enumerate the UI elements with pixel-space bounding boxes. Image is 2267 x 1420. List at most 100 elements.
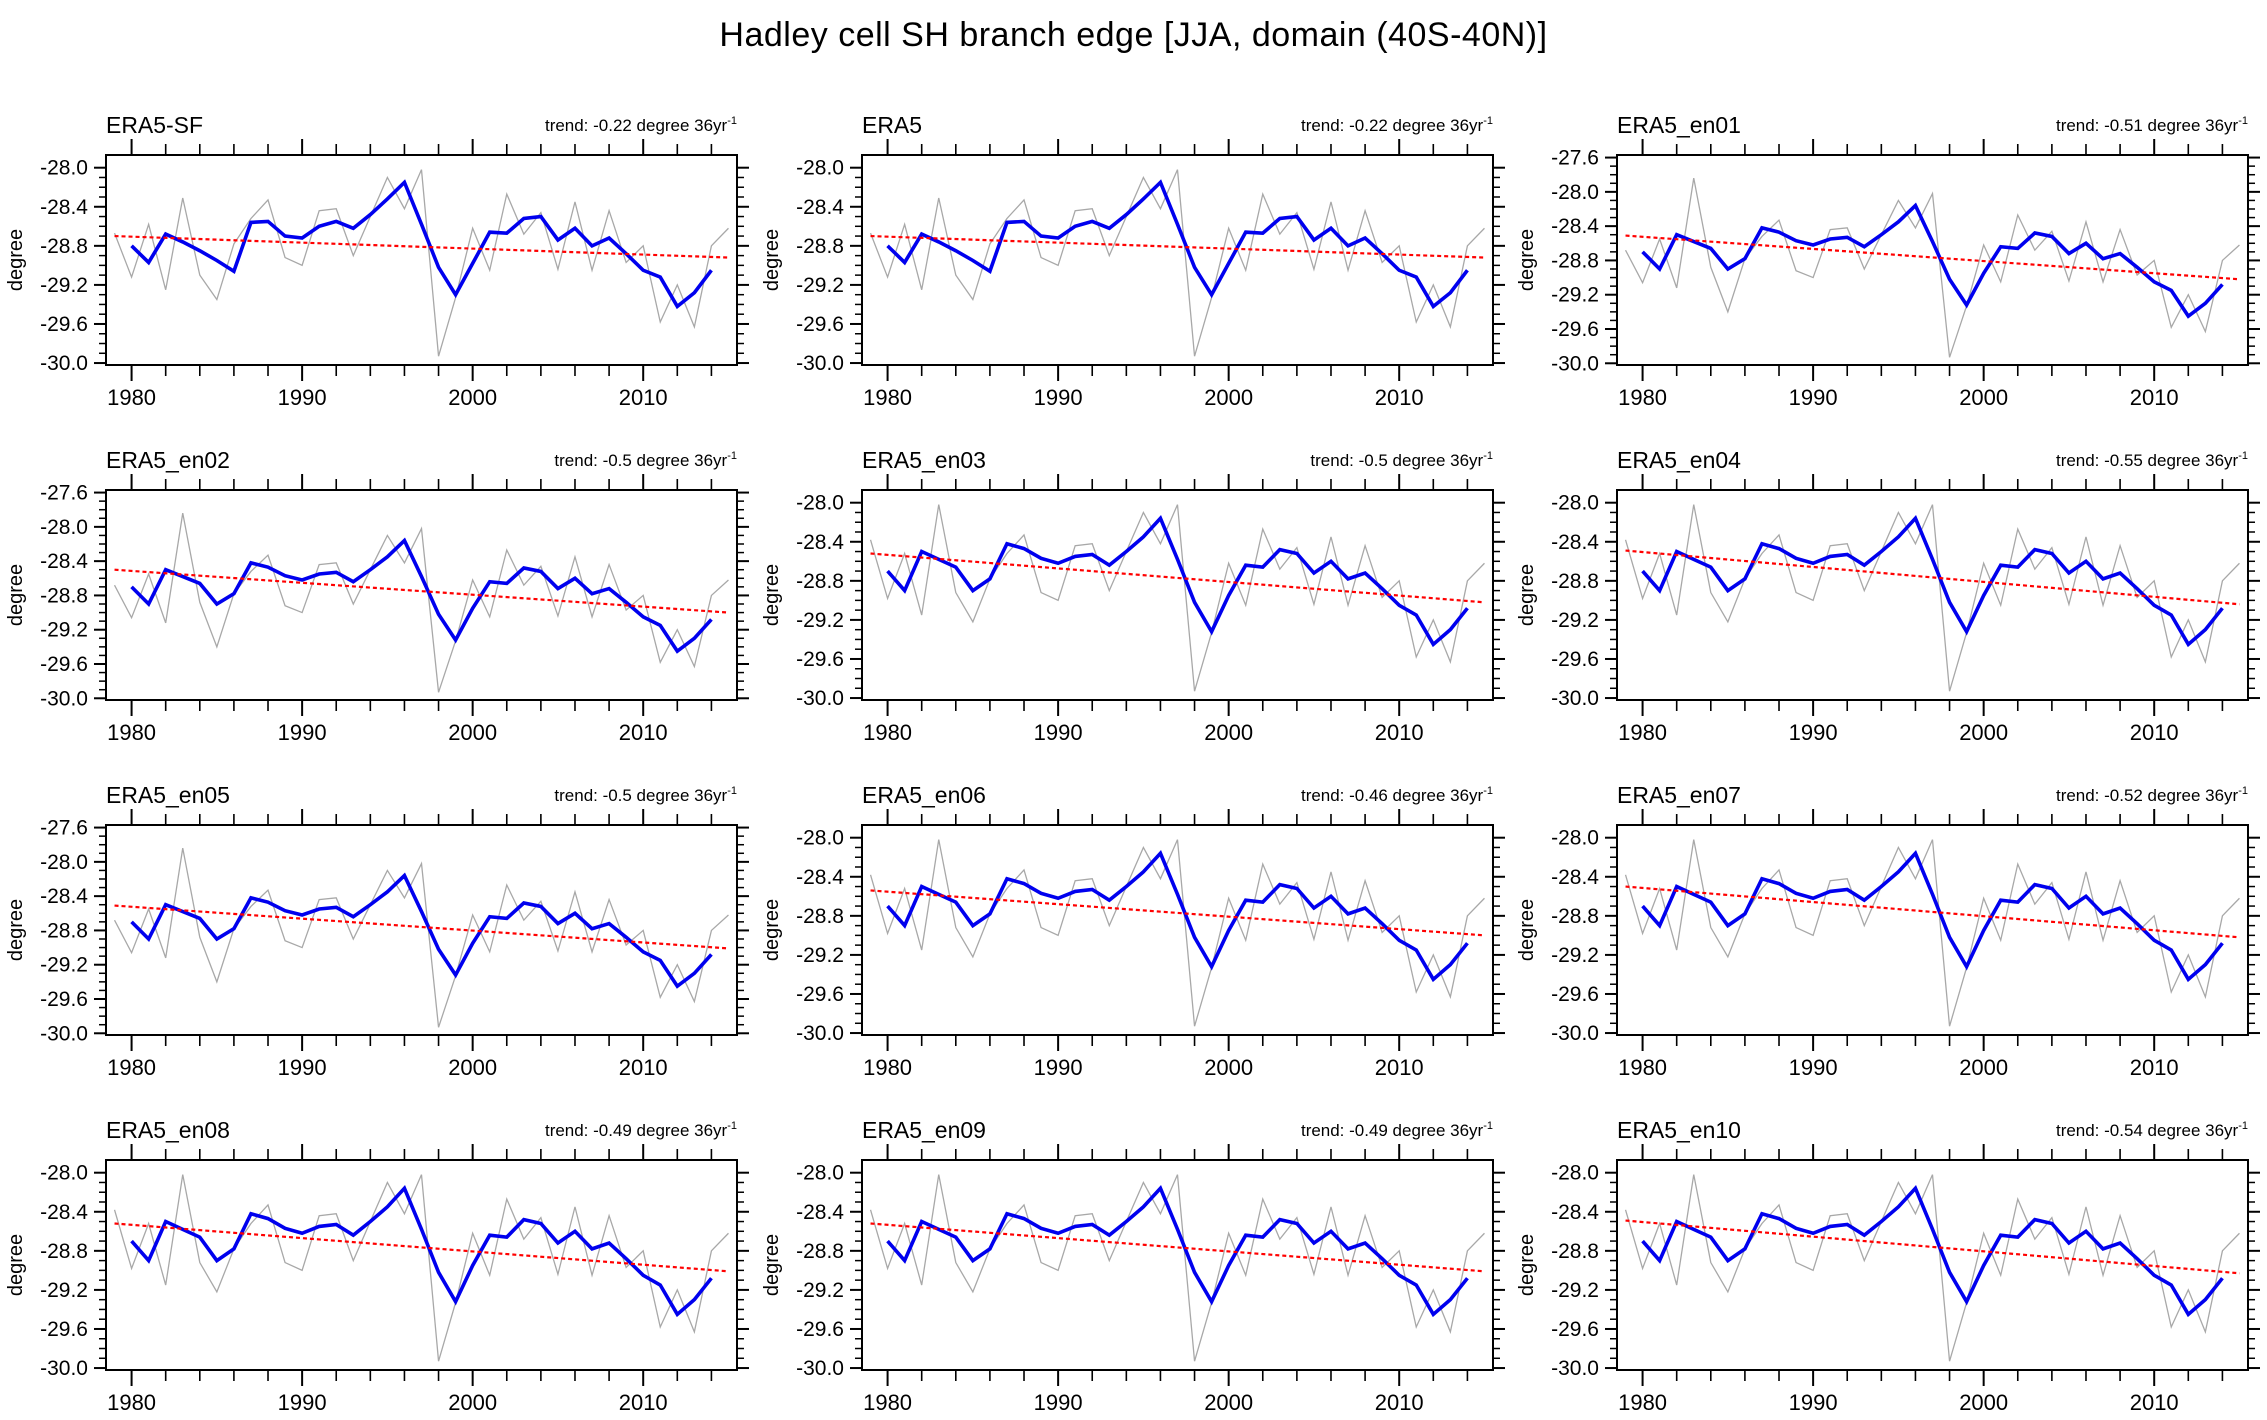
y-tick-label: -27.6 (1551, 147, 1599, 170)
panel-ERA5_en06: -28.0 -28.4 -28.8 -29.2 -29.6 -30.0 1980 1990 20… (761, 782, 1505, 1080)
y-tick-label: -28.4 (796, 531, 844, 554)
x-tick-label: 1990 (278, 1390, 327, 1415)
x-tick-label: 2010 (1374, 385, 1423, 410)
plot-frame (1616, 489, 2250, 701)
smoothed-series-line (130, 1185, 713, 1318)
y-tick-label: -29.6 (796, 983, 844, 1006)
raw-series-line (113, 848, 729, 1028)
y-tick-label: -28.4 (1551, 215, 1599, 238)
y-tick-label: -29.6 (40, 1318, 88, 1341)
x-tick-label: 2010 (619, 385, 668, 410)
panel-ERA5_en01: -27.6 -28.0 -28.4 -28.8 -29.2 -29.6 -30.0 1980 1… (1516, 112, 2261, 410)
y-tick-label: -28.8 (1551, 570, 1599, 593)
y-tick-label: -29.6 (796, 313, 844, 336)
plot-frame (860, 154, 1494, 366)
y-axis-label: degree (761, 899, 783, 961)
y-axis-label: degree (5, 229, 27, 291)
y-tick-label: -29.2 (40, 274, 88, 297)
x-tick-label: 2000 (448, 1390, 497, 1415)
raw-series-line (869, 1174, 1485, 1362)
y-tick-label: -29.2 (796, 274, 844, 297)
y-tick-label: -28.4 (40, 1201, 88, 1224)
y-axis-label: degree (1516, 229, 1538, 291)
smoothed-series-line (130, 537, 713, 654)
smoothed-series-line (885, 850, 1469, 983)
y-tick-label: -28.8 (1551, 249, 1599, 272)
y-tick-label: -30.0 (1551, 1022, 1599, 1045)
panel-ERA5_en05: -27.6 -28.0 -28.4 -28.8 -29.2 -29.6 -30.0 1980 1… (5, 782, 749, 1080)
smoothed-series-line (1641, 515, 2225, 648)
x-tick-label: 2000 (1204, 1390, 1253, 1415)
y-tick-label: -30.0 (40, 1022, 88, 1045)
smoothed-series-line (885, 1185, 1469, 1318)
y-tick-label: -28.8 (40, 584, 88, 607)
y-tick-label: -28.8 (796, 1240, 844, 1263)
panel-title: ERA5_en07 (1617, 782, 1741, 808)
x-tick-label: 1980 (1618, 1390, 1667, 1415)
x-tick-label: 1980 (1618, 1055, 1667, 1080)
x-tick-label: 2000 (1960, 720, 2009, 745)
x-tick-label: 2010 (1374, 1055, 1423, 1080)
y-tick-label: -28.8 (40, 235, 88, 258)
panel-title: ERA5_en08 (106, 1117, 230, 1143)
y-tick-label: -29.6 (796, 1318, 844, 1341)
trend-line (114, 568, 729, 614)
panel-title: ERA5_en09 (862, 1117, 986, 1143)
x-tick-label: 1980 (107, 1390, 156, 1415)
x-tick-label: 2000 (448, 720, 497, 745)
y-tick-label: -30.0 (796, 1357, 844, 1380)
y-axis-label: degree (5, 564, 27, 626)
panel-title: ERA5_en03 (862, 447, 986, 473)
plot-frame (104, 489, 738, 701)
trend-label: trend: -0.49 degree 36yr-1 (545, 1120, 737, 1140)
y-tick-label: -28.8 (40, 1240, 88, 1263)
y-tick-label: -29.2 (796, 944, 844, 967)
smoothed-series-line (1641, 202, 2225, 319)
trend-label: trend: -0.46 degree 36yr-1 (1301, 785, 1493, 805)
y-axis-label: degree (1516, 899, 1538, 961)
raw-series-line (1625, 504, 2241, 692)
y-tick-label: -28.0 (40, 157, 88, 180)
x-tick-label: 1990 (1789, 1055, 1838, 1080)
y-tick-label: -28.0 (1551, 181, 1599, 204)
trend-line (1625, 234, 2240, 281)
trend-label: trend: -0.55 degree 36yr-1 (2056, 450, 2248, 470)
y-tick-label: -30.0 (1551, 687, 1599, 710)
plot-frame (104, 154, 738, 366)
panel-ERA5_en08: -28.0 -28.4 -28.8 -29.2 -29.6 -30.0 1980 1990 20… (5, 1117, 749, 1415)
y-axis-label: degree (5, 1234, 27, 1296)
y-tick-label: -28.0 (1551, 492, 1599, 515)
y-tick-label: -29.6 (40, 313, 88, 336)
x-tick-label: 1990 (1033, 385, 1082, 410)
y-tick-label: -29.2 (1551, 284, 1599, 307)
y-tick-label: -27.6 (40, 817, 88, 840)
y-tick-label: -29.2 (1551, 1279, 1599, 1302)
y-tick-label: -28.4 (1551, 531, 1599, 554)
y-tick-label: -28.8 (796, 905, 844, 928)
y-tick-label: -28.4 (40, 550, 88, 573)
trend-label: trend: -0.22 degree 36yr-1 (545, 115, 737, 135)
y-tick-label: -28.0 (796, 827, 844, 850)
figure-title: Hadley cell SH branch edge [JJA, domain … (719, 16, 1548, 54)
raw-series-line (113, 169, 729, 357)
y-tick-label: -29.6 (1551, 983, 1599, 1006)
y-tick-label: -28.8 (1551, 1240, 1599, 1263)
y-tick-label: -28.4 (1551, 866, 1599, 889)
smoothed-series-line (885, 515, 1469, 648)
y-tick-label: -29.2 (796, 609, 844, 632)
panel-title: ERA5_en10 (1617, 1117, 1741, 1143)
x-tick-label: 2000 (448, 1055, 497, 1080)
y-axis-label: degree (1516, 1234, 1538, 1296)
trend-label: trend: -0.5 degree 36yr-1 (1310, 450, 1493, 470)
raw-series-line (1625, 178, 2241, 358)
panel-title: ERA5_en05 (106, 782, 230, 808)
x-tick-label: 1980 (863, 1390, 912, 1415)
trend-line (1625, 549, 2240, 606)
panel-title: ERA5_en01 (1617, 112, 1741, 138)
panel-title: ERA5_en04 (1617, 447, 1741, 473)
y-tick-label: -28.4 (796, 866, 844, 889)
x-tick-label: 1980 (863, 385, 912, 410)
x-tick-label: 2010 (2130, 720, 2179, 745)
panel-grid: -28.0 -28.4 -28.8 -29.2 -29.6 -30.0 1980 1990 20… (0, 95, 2267, 1420)
